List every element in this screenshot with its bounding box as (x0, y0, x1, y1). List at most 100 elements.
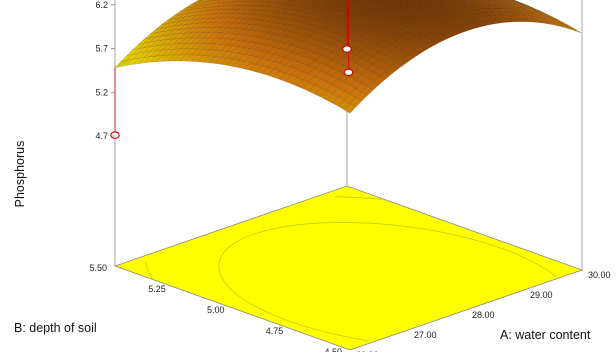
surface-cell (541, 17, 553, 23)
surface-cell (407, 8, 420, 14)
y-tick-label-5: 5.50 (89, 263, 107, 273)
surface-cell (296, 56, 309, 64)
surface-cell (482, 2, 495, 6)
surface-cell (401, 40, 414, 48)
z-tick-label-3: 5.7 (95, 44, 108, 54)
surface-cell (401, 54, 415, 62)
surface-cell (191, 55, 204, 62)
surface-cell (442, 15, 455, 22)
surface-cell (302, 82, 315, 92)
surface-cell (348, 10, 362, 17)
surface-cell (390, 54, 403, 63)
surface-cell (361, 86, 374, 96)
surface-cell (207, 6, 221, 11)
surface-cell (436, 34, 449, 41)
surface-cell (267, 47, 280, 55)
surface-cell (320, 81, 333, 92)
surface-cell (459, 11, 473, 17)
surface-cell (501, 0, 512, 4)
surface-cell (418, 0, 432, 5)
surface-cell (377, 6, 391, 12)
y-axis-label: B: depth of soil (14, 321, 97, 335)
surface-cell (243, 62, 257, 71)
surface-cell (390, 62, 403, 71)
surface-cell (419, 36, 432, 44)
surface-cell (448, 29, 461, 36)
floor-polygon (113, 185, 584, 351)
surface-cell (255, 20, 268, 27)
surface-cell (354, 12, 367, 19)
surface-cell (378, 0, 389, 2)
surface-cell (213, 9, 227, 15)
surface-cell (267, 40, 280, 48)
surface-cell (552, 17, 565, 24)
surface-cell (208, 38, 221, 45)
surface-cell (231, 34, 245, 41)
surface-cell (220, 27, 233, 34)
surface-cell (255, 58, 268, 66)
surface-cell (267, 33, 280, 41)
x-tick-label-2: 27.00 (414, 330, 437, 340)
surface-cell (213, 22, 227, 28)
surface-cell (449, 0, 461, 3)
floor-contour-2 (145, 196, 385, 280)
surface-cell (249, 36, 262, 44)
surface-cell (366, 49, 379, 58)
surface-cell (453, 27, 467, 34)
surface-cell (313, 0, 323, 2)
surface-cell (178, 7, 191, 13)
design-points (110, 0, 354, 139)
surface-cell (477, 21, 490, 27)
surface-cell (422, 0, 428, 1)
surface-cell (137, 37, 151, 45)
x-tick-label-5: 30.00 (588, 270, 611, 280)
surface-cell (208, 32, 221, 39)
surface-cell (219, 9, 233, 14)
x-tick-label-3: 28.00 (472, 310, 495, 320)
surface-cell (307, 0, 321, 5)
surface-cell (285, 75, 298, 84)
surface-cell (378, 22, 391, 29)
surface-cell (290, 5, 303, 12)
surface-cell (372, 14, 385, 21)
surface-cell (184, 3, 197, 9)
surface-cell (401, 33, 414, 41)
z-tick-label-4: 6.2 (95, 0, 108, 10)
surface-cell (331, 55, 344, 64)
surface-cell (255, 65, 268, 74)
surface-cell (290, 53, 303, 62)
surface-cell (436, 8, 449, 14)
surface-cell (360, 26, 373, 34)
surface-cell (319, 43, 333, 51)
surface-cell (226, 59, 239, 67)
surface-cell (564, 25, 577, 32)
surface-cell (213, 5, 227, 11)
surface-cell (419, 30, 432, 38)
surface-cell (343, 25, 356, 33)
surface-cell (413, 21, 426, 28)
surface-cell (453, 4, 467, 9)
surface-cell (231, 0, 241, 3)
surface-cell (243, 29, 256, 37)
surface-cell (290, 39, 303, 48)
surface-cell (202, 37, 215, 44)
surface-cell (296, 22, 309, 30)
surface-cell (430, 19, 443, 26)
surface-cell (325, 31, 338, 39)
surface-cell (343, 38, 356, 46)
surface-cell (348, 1, 361, 7)
surface-cell (284, 31, 297, 39)
surface-cell (219, 17, 233, 23)
surface-cell (325, 3, 338, 10)
surface-cell (389, 16, 403, 23)
surface-cell (255, 15, 268, 21)
surface-cell (238, 61, 251, 70)
surface-cell (494, 18, 508, 24)
surface-cell (337, 73, 350, 83)
surface-cell (266, 7, 280, 13)
surface-cell (343, 85, 356, 95)
surface-cell (331, 10, 344, 17)
surface-cell (413, 27, 426, 34)
surface-cell (402, 0, 413, 2)
surface-cell (272, 12, 285, 19)
